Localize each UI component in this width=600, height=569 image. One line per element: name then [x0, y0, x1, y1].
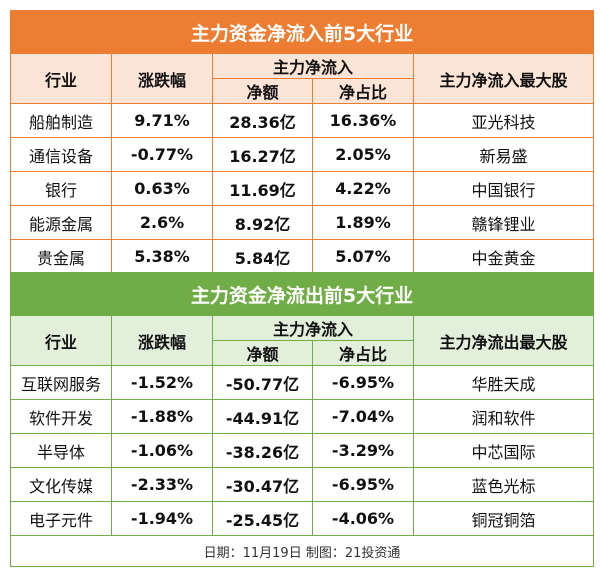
net-ratio-cell: -7.04%: [312, 399, 414, 434]
industry-cell: 通信设备: [10, 137, 112, 172]
net-ratio-cell: 16.36%: [312, 103, 414, 138]
top-stock-cell: 华胜天成: [413, 365, 594, 400]
table-row: 文化传媒 -2.33% -30.47亿 -6.95% 蓝色光标: [10, 467, 594, 502]
industry-cell: 文化传媒: [10, 467, 112, 502]
net-amount-cell: -25.45亿: [212, 501, 313, 536]
inflow-table: 主力资金净流入前5大行业 行业 涨跌幅 主力净流入 主力净流入最大股 净额 净占比 船舶…: [10, 10, 594, 274]
table-row: 银行 0.63% 11.69亿 4.22% 中国银行: [10, 171, 594, 206]
top-stock-cell: 铜冠铜箔: [413, 501, 594, 536]
header-industry: 行业: [10, 315, 112, 366]
industry-cell: 互联网服务: [10, 365, 112, 400]
change-cell: 0.63%: [111, 171, 213, 206]
industry-cell: 贵金属: [10, 239, 112, 274]
outflow-table: 主力资金净流出前5大行业 行业 涨跌幅 主力净流入 主力净流出最大股 净额 净占比 互联…: [10, 272, 594, 567]
change-cell: -0.77%: [111, 137, 213, 172]
change-cell: -1.88%: [111, 399, 213, 434]
top-stock-cell: 蓝色光标: [413, 467, 594, 502]
change-cell: -1.52%: [111, 365, 213, 400]
change-cell: 5.38%: [111, 239, 213, 274]
net-amount-cell: 16.27亿: [212, 137, 313, 172]
table-row: 软件开发 -1.88% -44.91亿 -7.04% 润和软件: [10, 399, 594, 434]
header-net-group: 主力净流入: [212, 53, 414, 79]
change-cell: 9.71%: [111, 103, 213, 138]
change-cell: -1.06%: [111, 433, 213, 468]
header-net-group: 主力净流入: [212, 315, 414, 341]
net-amount-cell: 28.36亿: [212, 103, 313, 138]
inflow-title: 主力资金净流入前5大行业: [10, 10, 594, 54]
net-ratio-cell: -4.06%: [312, 501, 414, 536]
table-row: 贵金属 5.38% 5.84亿 5.07% 中金黄金: [10, 239, 594, 274]
net-ratio-cell: 4.22%: [312, 171, 414, 206]
top-stock-cell: 赣锋锂业: [413, 205, 594, 240]
industry-cell: 电子元件: [10, 501, 112, 536]
table-row: 船舶制造 9.71% 28.36亿 16.36% 亚光科技: [10, 103, 594, 138]
net-ratio-cell: -6.95%: [312, 365, 414, 400]
header-net-amount: 净额: [212, 340, 313, 366]
table-row: 通信设备 -0.77% 16.27亿 2.05% 新易盛: [10, 137, 594, 172]
header-net-ratio: 净占比: [312, 78, 414, 104]
net-ratio-cell: 2.05%: [312, 137, 414, 172]
industry-cell: 船舶制造: [10, 103, 112, 138]
net-amount-cell: 8.92亿: [212, 205, 313, 240]
header-net-amount: 净额: [212, 78, 313, 104]
top-stock-cell: 亚光科技: [413, 103, 594, 138]
net-ratio-cell: 5.07%: [312, 239, 414, 274]
top-stock-cell: 润和软件: [413, 399, 594, 434]
industry-cell: 半导体: [10, 433, 112, 468]
net-amount-cell: -50.77亿: [212, 365, 313, 400]
industry-cell: 软件开发: [10, 399, 112, 434]
net-amount-cell: 5.84亿: [212, 239, 313, 274]
net-ratio-cell: 1.89%: [312, 205, 414, 240]
header-net-ratio: 净占比: [312, 340, 414, 366]
industry-cell: 银行: [10, 171, 112, 206]
change-cell: -1.94%: [111, 501, 213, 536]
outflow-title: 主力资金净流出前5大行业: [10, 272, 594, 316]
table-row: 电子元件 -1.94% -25.45亿 -4.06% 铜冠铜箔: [10, 501, 594, 536]
header-change: 涨跌幅: [111, 53, 213, 104]
header-top-stock: 主力净流入最大股: [413, 53, 594, 104]
net-ratio-cell: -6.95%: [312, 467, 414, 502]
net-amount-cell: -30.47亿: [212, 467, 313, 502]
footer-note: 日期：11月19日 制图：21投资通: [10, 535, 594, 567]
top-stock-cell: 中芯国际: [413, 433, 594, 468]
header-industry: 行业: [10, 53, 112, 104]
change-cell: 2.6%: [111, 205, 213, 240]
net-amount-cell: -44.91亿: [212, 399, 313, 434]
change-cell: -2.33%: [111, 467, 213, 502]
top-stock-cell: 中金黄金: [413, 239, 594, 274]
header-top-stock: 主力净流出最大股: [413, 315, 594, 366]
header-change: 涨跌幅: [111, 315, 213, 366]
industry-cell: 能源金属: [10, 205, 112, 240]
top-stock-cell: 中国银行: [413, 171, 594, 206]
net-amount-cell: -38.26亿: [212, 433, 313, 468]
table-row: 互联网服务 -1.52% -50.77亿 -6.95% 华胜天成: [10, 365, 594, 400]
net-ratio-cell: -3.29%: [312, 433, 414, 468]
top-stock-cell: 新易盛: [413, 137, 594, 172]
table-row: 半导体 -1.06% -38.26亿 -3.29% 中芯国际: [10, 433, 594, 468]
net-amount-cell: 11.69亿: [212, 171, 313, 206]
table-row: 能源金属 2.6% 8.92亿 1.89% 赣锋锂业: [10, 205, 594, 240]
